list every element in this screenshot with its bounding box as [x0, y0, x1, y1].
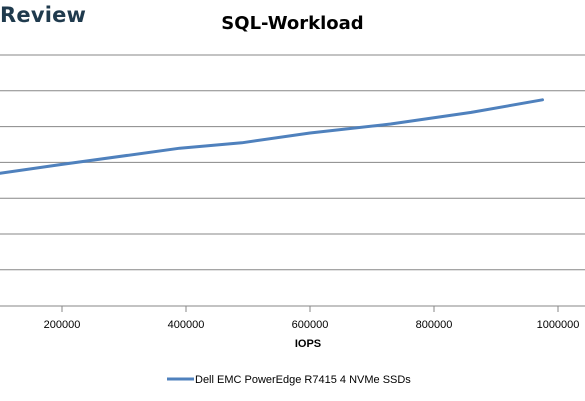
series-line: [0, 98, 544, 175]
brand-logo: Review: [0, 3, 87, 27]
x-axis-title: IOPS: [295, 338, 321, 350]
x-tick-label: 1000000: [537, 319, 580, 331]
legend: Dell EMC PowerEdge R7415 4 NVMe SSDs: [167, 374, 411, 386]
x-tick-label: 600000: [292, 319, 329, 331]
x-tick-label: 200000: [44, 319, 81, 331]
x-axis-ticks: 200000 400000 600000 800000 1000000: [44, 306, 580, 331]
x-tick-label: 400000: [168, 319, 205, 331]
x-tick-label: 800000: [416, 319, 453, 331]
chart-title: SQL-Workload: [221, 13, 364, 34]
plot-area: [0, 98, 544, 175]
gridlines: [0, 54, 585, 271]
legend-label: Dell EMC PowerEdge R7415 4 NVMe SSDs: [195, 374, 411, 386]
